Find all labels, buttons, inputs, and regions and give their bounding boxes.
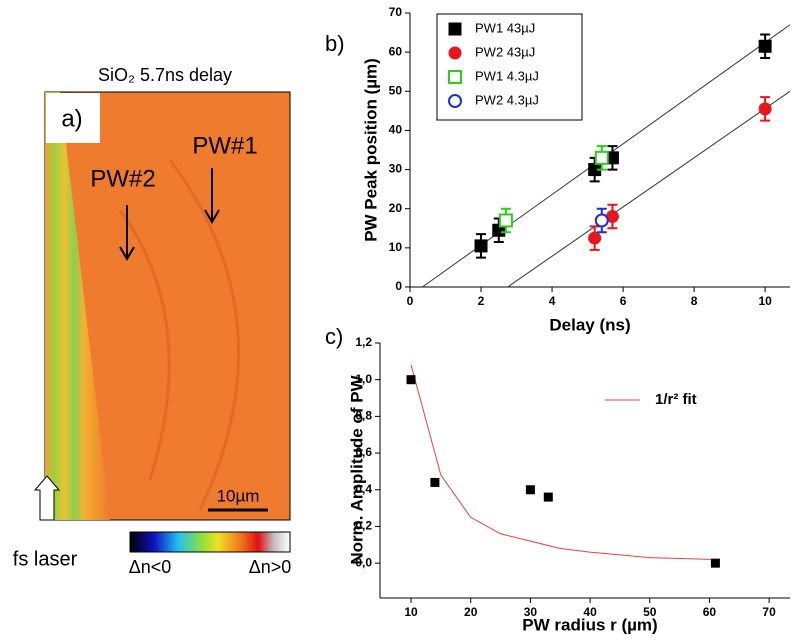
panel-a: SiO₂ 5.7ns delay a) PW#1 PW#2 10µm fs la… xyxy=(13,65,292,577)
fit-line xyxy=(507,90,791,288)
legend-label: PW2 43µJ xyxy=(475,44,535,59)
y-tick-label: 70 xyxy=(389,5,403,19)
legend-marker xyxy=(448,46,462,60)
point xyxy=(525,485,535,495)
panel-a-title: SiO₂ 5.7ns delay xyxy=(98,65,232,85)
laser-streak xyxy=(45,92,110,520)
point xyxy=(758,102,772,116)
legend-marker xyxy=(448,70,462,84)
colorbar-label: Δn>0 xyxy=(249,557,292,577)
y-tick-label: 0,4 xyxy=(355,482,372,496)
x-axis-label: PW radius r (µm) xyxy=(522,615,657,634)
x-tick-label: 70 xyxy=(762,605,776,619)
point xyxy=(594,150,609,165)
legend-label: PW1 43µJ xyxy=(475,20,535,35)
y-tick-label: 0,0 xyxy=(355,555,372,569)
legend-marker xyxy=(448,22,462,36)
wave-front xyxy=(118,209,171,481)
x-tick-label: 4 xyxy=(549,294,556,308)
arrow xyxy=(204,168,220,224)
arrow xyxy=(119,205,135,261)
y-tick-label: 0 xyxy=(395,279,402,293)
x-tick-label: 6 xyxy=(620,294,627,308)
y-tick-label: 0,2 xyxy=(355,519,372,533)
panel-label: b) xyxy=(325,31,345,56)
y-tick-label: 60 xyxy=(389,44,403,58)
y-tick-label: 0,6 xyxy=(355,445,372,459)
y-axis-label: PW Peak position (µm) xyxy=(361,58,380,242)
x-tick-label: 10 xyxy=(758,294,772,308)
point xyxy=(406,375,416,385)
fit-curve xyxy=(410,364,716,560)
label-box xyxy=(46,93,100,143)
legend-marker xyxy=(448,94,462,108)
legend-label: PW1 4.3µJ xyxy=(475,68,539,83)
point xyxy=(543,492,553,502)
legend-label: PW2 4.3µJ xyxy=(475,92,539,107)
scale-label: 10µm xyxy=(217,486,260,505)
x-tick-label: 8 xyxy=(691,294,698,308)
wave-front xyxy=(168,159,240,511)
y-tick-label: 1,2 xyxy=(355,335,372,349)
x-tick-label: 0 xyxy=(407,294,414,308)
laser-arrow xyxy=(33,475,61,521)
x-tick-label: 60 xyxy=(703,605,717,619)
legend-label: 1/r² fit xyxy=(655,391,697,408)
point xyxy=(710,558,720,568)
x-tick-label: 20 xyxy=(464,605,478,619)
y-tick-label: 0,8 xyxy=(355,409,372,423)
colorbar xyxy=(129,531,291,553)
y-tick-label: 40 xyxy=(389,123,403,137)
laser-label: fs laser xyxy=(13,548,78,570)
x-tick-label: 50 xyxy=(643,605,657,619)
panel-label: a) xyxy=(61,105,82,132)
point xyxy=(758,39,772,53)
point xyxy=(498,213,513,228)
annotation: PW#1 xyxy=(192,132,257,159)
panel-label: c) xyxy=(325,324,343,349)
y-tick-label: 20 xyxy=(389,201,403,215)
y-tick-label: 1,0 xyxy=(355,372,372,386)
x-tick-label: 40 xyxy=(583,605,597,619)
point xyxy=(430,477,440,487)
colorbar-label: Δn<0 xyxy=(129,557,172,577)
x-tick-label: 30 xyxy=(524,605,538,619)
y-axis-label: Norm. Amplitude of PW xyxy=(347,374,366,564)
point xyxy=(594,213,609,228)
y-tick-label: 10 xyxy=(389,240,403,254)
y-tick-label: 30 xyxy=(389,162,403,176)
x-tick-label: 2 xyxy=(478,294,485,308)
y-tick-label: 50 xyxy=(389,83,403,97)
annotation: PW#2 xyxy=(90,165,155,192)
x-tick-label: 10 xyxy=(404,605,418,619)
point xyxy=(474,239,488,253)
x-axis-label: Delay (ns) xyxy=(549,315,630,334)
point xyxy=(588,231,602,245)
